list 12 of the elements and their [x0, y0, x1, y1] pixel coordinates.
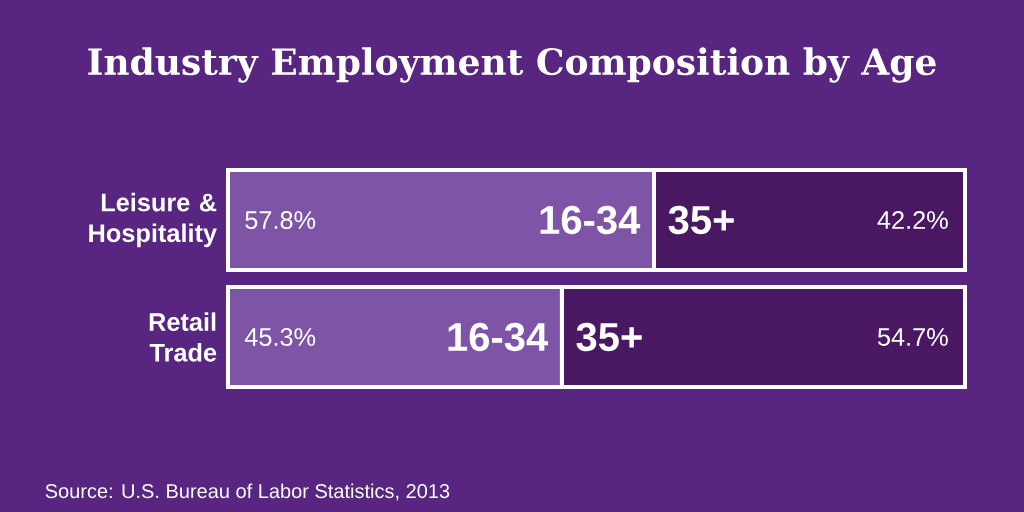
data-label: 57.8% [245, 211, 316, 229]
text: 16-34 [448, 322, 549, 352]
y-tick-label: Retail Trade [149, 312, 217, 362]
series-label: 16-34 [540, 205, 641, 235]
data-label: 54.7% [877, 328, 948, 346]
source-note: Source: U.S. Bureau of Labor Statistics, 2013 [45, 483, 450, 501]
chart-title: Industry Employment Composition by Age [88, 47, 936, 83]
text: 35+ [576, 322, 642, 352]
series-label: 35+ [668, 205, 734, 235]
data-label: 45.3% [244, 328, 316, 346]
y-tick-label: Leisure & Hospitality [89, 192, 217, 248]
data-label: 42.2% [877, 211, 948, 229]
